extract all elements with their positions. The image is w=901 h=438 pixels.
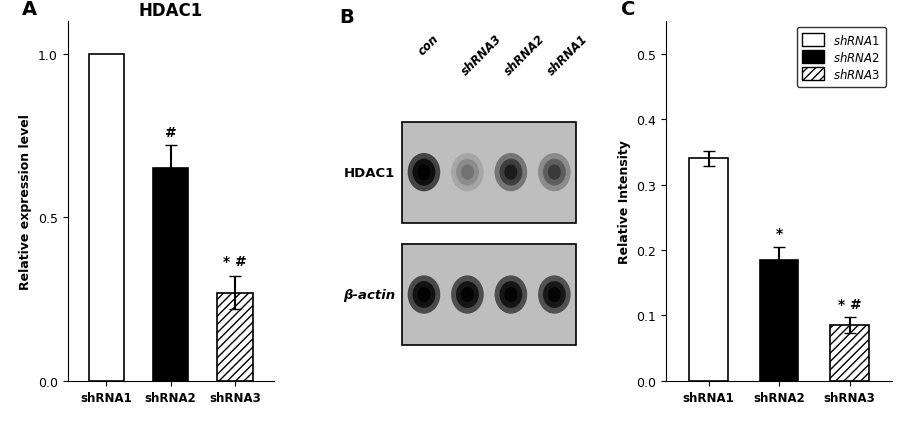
Text: * #: * #	[838, 297, 861, 311]
Bar	[830, 325, 869, 381]
Ellipse shape	[499, 282, 523, 308]
Ellipse shape	[417, 165, 431, 180]
Text: #: #	[165, 125, 177, 139]
Text: shRNA2: shRNA2	[502, 33, 547, 78]
Ellipse shape	[543, 282, 566, 308]
Text: HDAC1: HDAC1	[344, 166, 396, 179]
Ellipse shape	[548, 165, 561, 180]
Ellipse shape	[456, 159, 478, 186]
Ellipse shape	[407, 154, 441, 192]
Ellipse shape	[451, 276, 484, 314]
Y-axis label: Relative expression level: Relative expression level	[19, 114, 32, 289]
Ellipse shape	[495, 276, 527, 314]
Text: * #: * #	[223, 254, 247, 268]
Text: *: *	[776, 227, 783, 240]
Bar	[217, 293, 253, 381]
Text: β-actin: β-actin	[343, 288, 396, 301]
Text: con: con	[415, 33, 441, 58]
Ellipse shape	[543, 159, 566, 186]
FancyBboxPatch shape	[402, 123, 576, 223]
Ellipse shape	[495, 154, 527, 192]
Legend: $\it{shRNA1}$, $\it{shRNA2}$, $\it{shRNA3}$: $\it{shRNA1}$, $\it{shRNA2}$, $\it{shRNA…	[796, 28, 886, 87]
Ellipse shape	[505, 165, 517, 180]
Ellipse shape	[538, 276, 570, 314]
Bar	[153, 169, 188, 381]
Ellipse shape	[499, 159, 523, 186]
Ellipse shape	[413, 159, 435, 186]
FancyBboxPatch shape	[402, 244, 576, 345]
Y-axis label: Relative Intensity: Relative Intensity	[618, 140, 631, 263]
Text: shRNA1: shRNA1	[544, 33, 590, 78]
Text: A: A	[23, 0, 37, 19]
Ellipse shape	[538, 154, 570, 192]
Ellipse shape	[548, 287, 561, 303]
Ellipse shape	[407, 276, 441, 314]
Ellipse shape	[456, 282, 478, 308]
Ellipse shape	[461, 165, 474, 180]
Ellipse shape	[461, 287, 474, 303]
Text: B: B	[339, 7, 354, 26]
Text: shRNA3: shRNA3	[459, 33, 505, 78]
Ellipse shape	[451, 154, 484, 192]
Ellipse shape	[505, 287, 517, 303]
Text: C: C	[621, 0, 635, 19]
Bar	[689, 159, 728, 381]
Bar	[88, 55, 124, 381]
Bar	[760, 260, 798, 381]
Ellipse shape	[413, 282, 435, 308]
Title: HDAC1: HDAC1	[139, 2, 203, 20]
Ellipse shape	[417, 287, 431, 303]
